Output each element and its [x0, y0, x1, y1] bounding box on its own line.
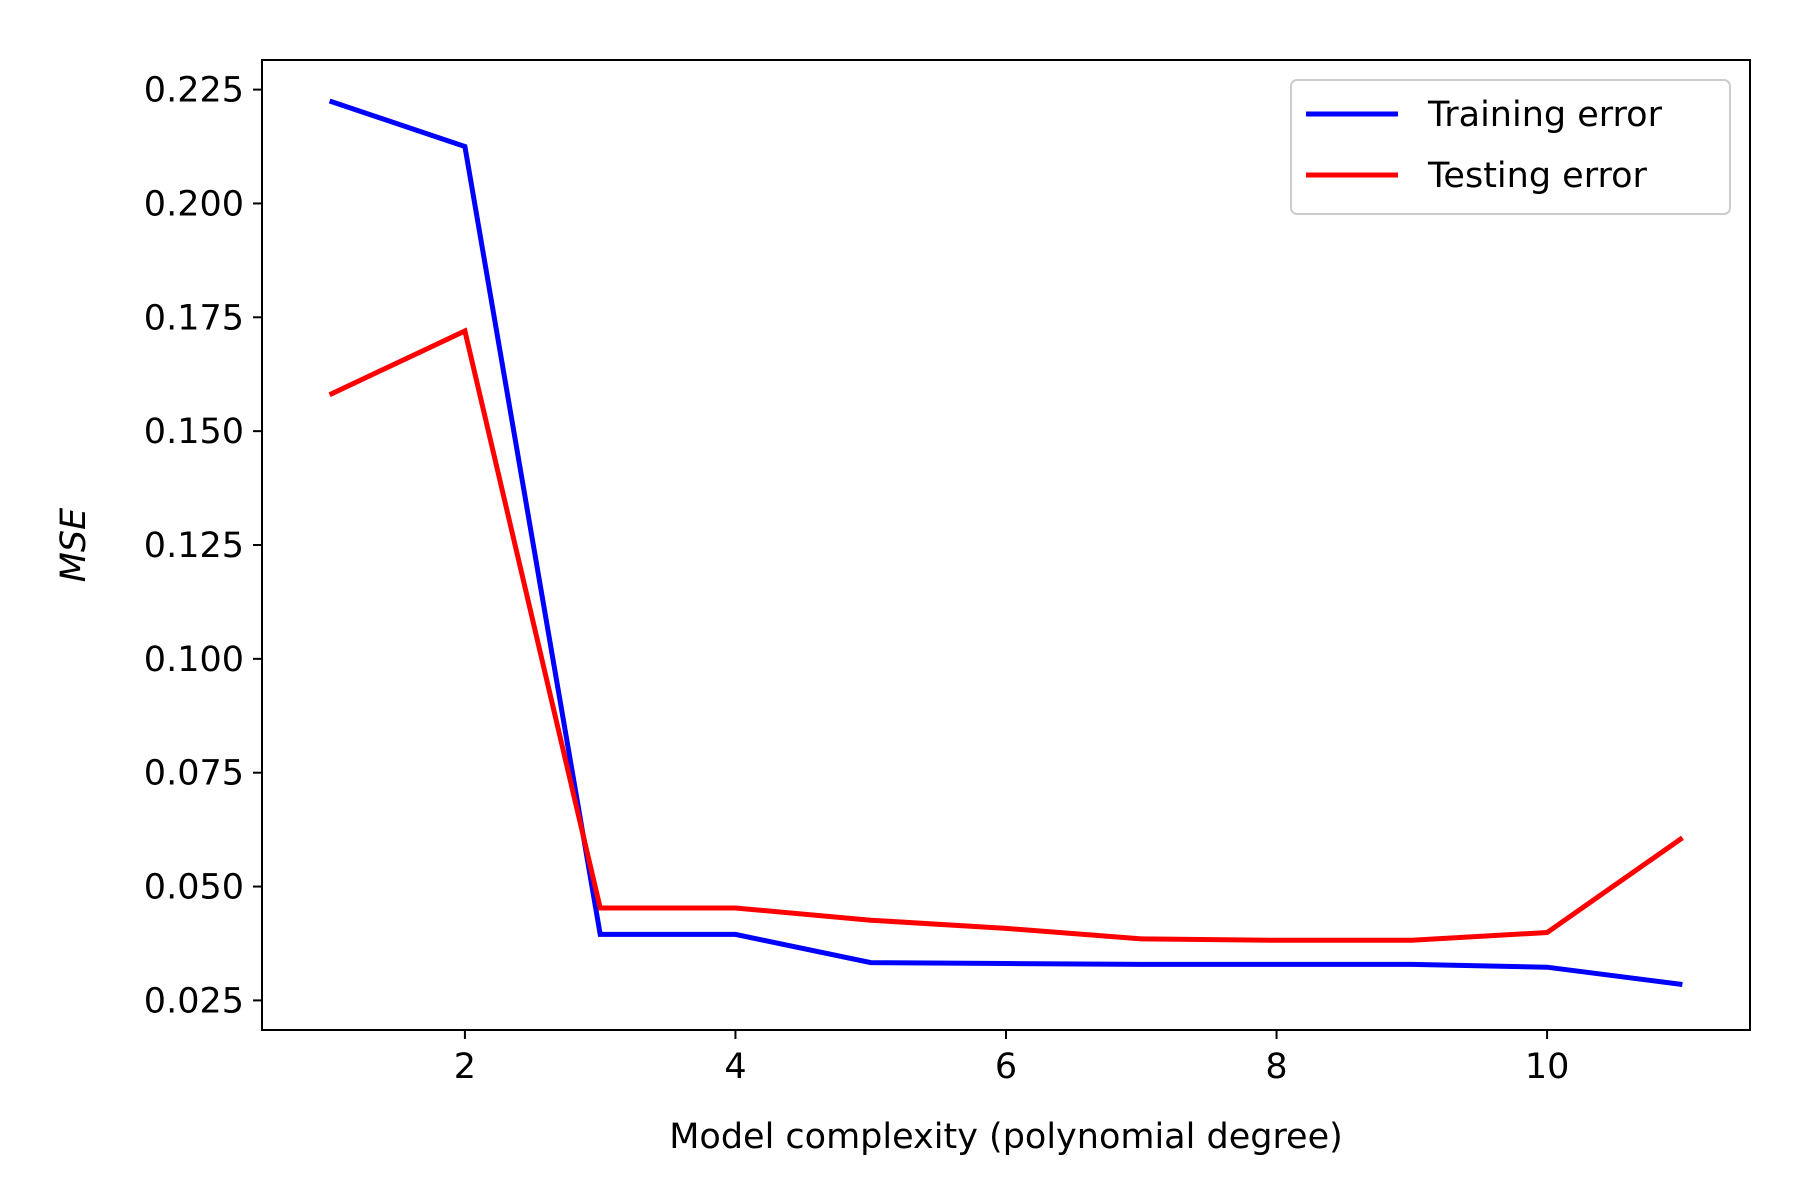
y-tick-label: 0.075 [144, 754, 244, 794]
series-line-testing-error [328, 327, 1684, 943]
y-axis-title: MSE [54, 507, 94, 582]
plot-area [328, 98, 1684, 987]
y-tick-label: 0.175 [144, 298, 244, 338]
y-tick-label: 0.025 [144, 981, 244, 1021]
x-tick-label: 10 [1525, 1047, 1570, 1087]
y-tick-label: 0.200 [144, 184, 244, 224]
y-axis-ticks: 0.025 0.050 0.075 0.100 0.125 0.150 0.175 0.200… [144, 71, 262, 1021]
legend-label: Testing error [1427, 156, 1648, 196]
x-tick-label: 2 [454, 1047, 476, 1087]
legend-box [1290, 79, 1731, 215]
x-tick-label: 6 [995, 1047, 1017, 1087]
x-axis-ticks: 2 4 6 8 10 [454, 1030, 1570, 1087]
series-line-training-error [328, 98, 1683, 987]
y-tick-label: 0.125 [144, 526, 244, 566]
y-tick-label: 0.050 [144, 868, 244, 908]
x-tick-label: 4 [724, 1047, 746, 1087]
legend: Training error Testing error [1290, 79, 1731, 215]
y-tick-label: 0.150 [144, 412, 244, 452]
x-axis-title: Model complexity (polynomial degree) [669, 1117, 1343, 1157]
y-tick-label: 0.100 [144, 640, 244, 680]
x-tick-label: 8 [1265, 1047, 1287, 1087]
y-tick-label: 0.225 [144, 71, 244, 111]
legend-label: Training error [1427, 95, 1663, 135]
